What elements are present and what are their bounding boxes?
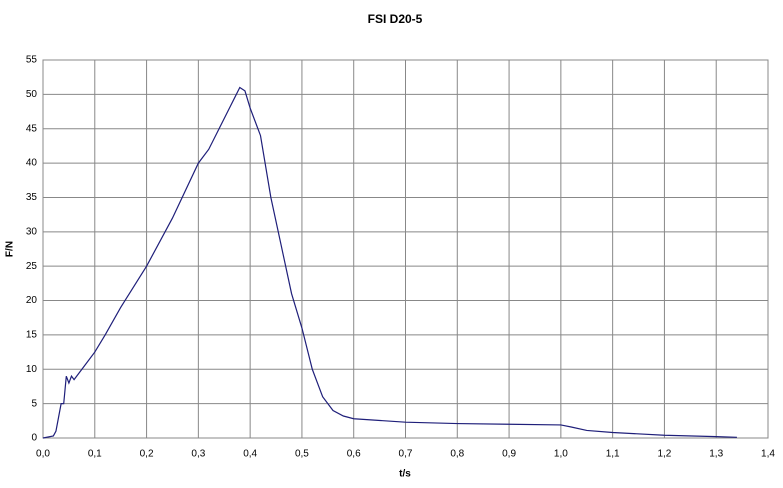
x-tick-label: 1,3 bbox=[709, 449, 723, 460]
y-tick-label: 10 bbox=[26, 364, 38, 375]
y-tick-label: 5 bbox=[31, 398, 37, 409]
y-tick-label: 25 bbox=[26, 261, 38, 272]
plot-frame bbox=[42, 59, 769, 439]
y-tick-label: 30 bbox=[26, 226, 38, 237]
y-axis-label: F/N bbox=[5, 241, 16, 257]
data-line bbox=[42, 86, 737, 439]
x-tick-label: 1,1 bbox=[606, 449, 620, 460]
x-tick-label: 0,3 bbox=[191, 449, 205, 460]
x-tick-label: 0,0 bbox=[36, 449, 50, 460]
x-tick-label: 0,5 bbox=[295, 449, 309, 460]
x-tick-label: 0,2 bbox=[140, 449, 154, 460]
x-tick-label: 0,4 bbox=[243, 449, 257, 460]
y-tick-label: 35 bbox=[26, 192, 38, 203]
x-tick-label: 1,0 bbox=[554, 449, 568, 460]
x-tick-label: 0,6 bbox=[347, 449, 361, 460]
y-tick-label: 0 bbox=[31, 433, 37, 444]
x-tick-label: 0,8 bbox=[450, 449, 464, 460]
x-tick-label: 0,9 bbox=[502, 449, 516, 460]
x-axis-label: t/s bbox=[399, 469, 411, 480]
x-tick-label: 0,7 bbox=[399, 449, 413, 460]
y-tick-label: 55 bbox=[26, 55, 38, 66]
y-tick-label: 45 bbox=[26, 123, 38, 134]
x-tick-label: 1,2 bbox=[657, 449, 671, 460]
x-tick-label: 1,4 bbox=[761, 449, 775, 460]
y-tick-label: 40 bbox=[26, 158, 38, 169]
y-tick-label: 20 bbox=[26, 295, 38, 306]
y-tick-label: 15 bbox=[26, 330, 38, 341]
x-tick-label: 0,1 bbox=[88, 449, 102, 460]
chart-title: FSI D20-5 bbox=[368, 12, 423, 26]
y-tick-label: 50 bbox=[26, 89, 38, 100]
